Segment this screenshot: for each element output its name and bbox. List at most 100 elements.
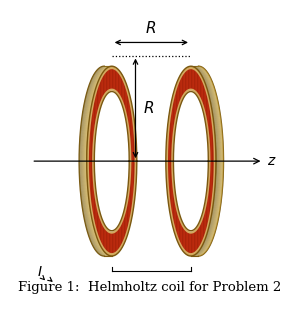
Polygon shape xyxy=(93,92,111,231)
Polygon shape xyxy=(192,66,218,256)
Polygon shape xyxy=(192,92,210,231)
Polygon shape xyxy=(191,66,216,256)
Polygon shape xyxy=(85,66,110,256)
Polygon shape xyxy=(79,66,104,256)
Polygon shape xyxy=(80,66,105,256)
Polygon shape xyxy=(195,92,213,231)
Polygon shape xyxy=(191,66,217,256)
Polygon shape xyxy=(85,66,111,256)
Polygon shape xyxy=(198,66,223,256)
Polygon shape xyxy=(193,66,218,256)
Polygon shape xyxy=(93,92,110,231)
Polygon shape xyxy=(87,66,137,256)
Polygon shape xyxy=(89,92,107,231)
Polygon shape xyxy=(92,92,110,231)
Polygon shape xyxy=(198,66,223,256)
Polygon shape xyxy=(87,92,105,231)
Polygon shape xyxy=(91,92,109,231)
Text: R: R xyxy=(146,21,157,36)
Polygon shape xyxy=(89,92,107,231)
Polygon shape xyxy=(195,92,213,231)
Polygon shape xyxy=(193,66,218,256)
Polygon shape xyxy=(195,92,212,231)
Polygon shape xyxy=(193,66,218,256)
Polygon shape xyxy=(192,66,217,256)
Polygon shape xyxy=(195,92,213,231)
Polygon shape xyxy=(192,92,210,231)
Polygon shape xyxy=(197,92,215,231)
Polygon shape xyxy=(83,66,109,256)
Polygon shape xyxy=(86,66,112,256)
Polygon shape xyxy=(93,90,130,233)
Polygon shape xyxy=(90,92,108,231)
Polygon shape xyxy=(88,92,106,231)
Polygon shape xyxy=(198,92,216,231)
Polygon shape xyxy=(87,92,105,231)
Polygon shape xyxy=(84,66,109,256)
Polygon shape xyxy=(196,66,221,256)
Polygon shape xyxy=(198,66,224,256)
Polygon shape xyxy=(194,92,211,231)
Polygon shape xyxy=(197,92,215,231)
Polygon shape xyxy=(90,92,107,231)
Polygon shape xyxy=(195,66,220,256)
Polygon shape xyxy=(81,66,106,256)
Polygon shape xyxy=(85,66,110,256)
Polygon shape xyxy=(80,66,105,256)
Text: R: R xyxy=(143,101,154,116)
Polygon shape xyxy=(194,92,212,231)
Polygon shape xyxy=(82,66,108,256)
Polygon shape xyxy=(92,92,110,231)
Polygon shape xyxy=(194,66,219,256)
Polygon shape xyxy=(192,66,218,256)
Text: z: z xyxy=(267,154,274,168)
Polygon shape xyxy=(81,66,106,256)
Polygon shape xyxy=(192,66,217,256)
Polygon shape xyxy=(194,92,212,231)
Polygon shape xyxy=(173,92,208,231)
Polygon shape xyxy=(80,66,105,256)
Polygon shape xyxy=(193,92,210,231)
Polygon shape xyxy=(194,92,212,231)
Polygon shape xyxy=(83,66,108,256)
Polygon shape xyxy=(89,92,107,231)
Polygon shape xyxy=(91,92,109,231)
Polygon shape xyxy=(91,92,108,231)
Polygon shape xyxy=(90,92,108,231)
Polygon shape xyxy=(91,92,109,231)
Polygon shape xyxy=(82,66,107,256)
Polygon shape xyxy=(191,92,209,231)
Polygon shape xyxy=(88,92,106,231)
Polygon shape xyxy=(193,92,211,231)
Polygon shape xyxy=(81,66,106,256)
Polygon shape xyxy=(92,92,109,231)
Polygon shape xyxy=(81,66,107,256)
Polygon shape xyxy=(192,92,209,231)
Polygon shape xyxy=(87,92,104,231)
Polygon shape xyxy=(83,66,108,256)
Polygon shape xyxy=(82,66,107,256)
Polygon shape xyxy=(83,66,109,256)
Polygon shape xyxy=(193,92,211,231)
Polygon shape xyxy=(94,92,112,231)
Polygon shape xyxy=(191,66,216,256)
Text: I: I xyxy=(37,265,41,279)
Polygon shape xyxy=(80,66,106,256)
Polygon shape xyxy=(196,66,222,256)
Polygon shape xyxy=(88,92,105,231)
Polygon shape xyxy=(82,66,107,256)
Polygon shape xyxy=(86,66,112,256)
Polygon shape xyxy=(197,66,223,256)
Polygon shape xyxy=(196,66,221,256)
Polygon shape xyxy=(197,66,223,256)
Polygon shape xyxy=(166,66,216,256)
Polygon shape xyxy=(94,92,112,231)
Polygon shape xyxy=(198,92,215,231)
Polygon shape xyxy=(195,66,220,256)
Text: Figure 1:  Helmholtz coil for Problem 2: Figure 1: Helmholtz coil for Problem 2 xyxy=(18,281,282,294)
Polygon shape xyxy=(195,66,221,256)
Polygon shape xyxy=(197,92,214,231)
Polygon shape xyxy=(191,92,208,231)
Polygon shape xyxy=(194,66,219,256)
Polygon shape xyxy=(196,92,213,231)
